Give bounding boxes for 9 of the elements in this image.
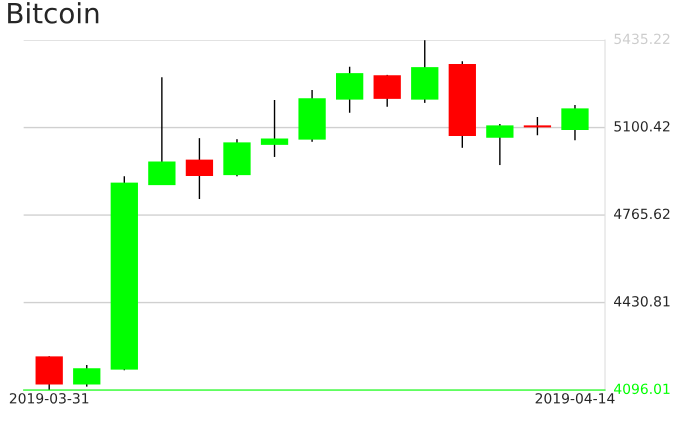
candlestick: [524, 116, 552, 136]
y-tick-label: 4096.01: [614, 384, 670, 394]
candlestick: [260, 99, 288, 158]
chart-title: Bitcoin: [8, 2, 98, 24]
x-tick-label: 2019-04-14: [536, 393, 615, 404]
x-tick-label: 2019-03-31: [10, 393, 88, 404]
y-tick-label: 4430.81: [614, 296, 670, 307]
y-tick-label: 5100.42: [614, 121, 670, 132]
y-tick-label: 4765.62: [614, 208, 670, 220]
